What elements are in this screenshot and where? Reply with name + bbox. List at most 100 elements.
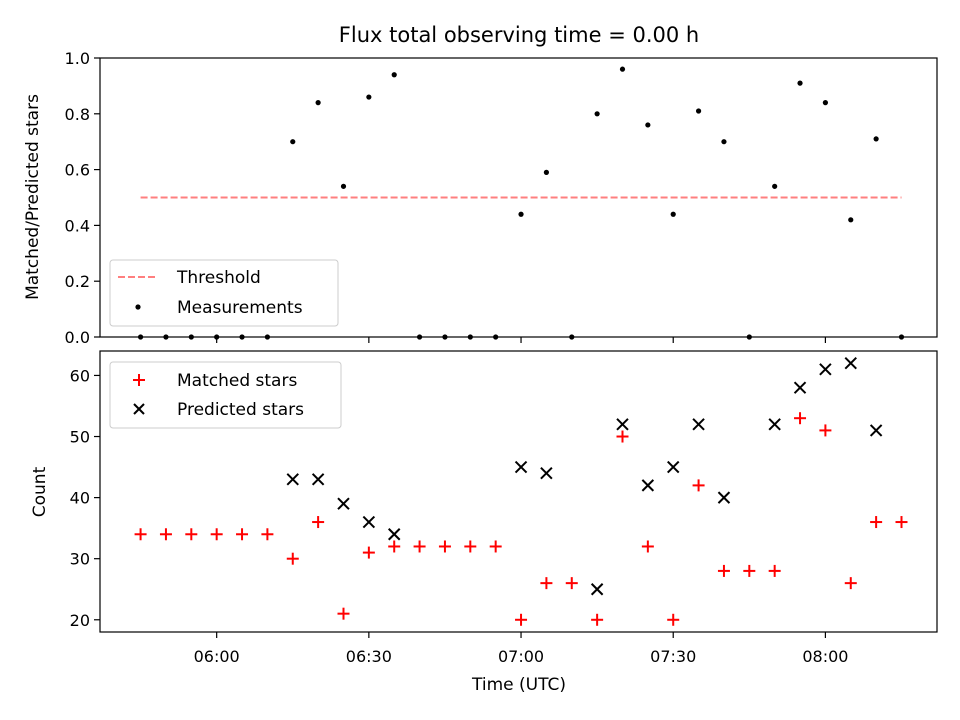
legend-matched-marker	[133, 374, 145, 386]
matched-star-point	[591, 613, 604, 626]
count-y-label: Count	[30, 466, 50, 517]
measurement-point	[366, 94, 372, 100]
matched-star-point	[692, 479, 705, 492]
measurement-point	[721, 139, 727, 145]
predicted-star-point	[869, 424, 883, 437]
matched-star-point	[870, 516, 883, 529]
matched-star-point	[236, 528, 249, 541]
measurement-point	[290, 139, 296, 145]
predicted-star-point	[337, 497, 350, 510]
count-x-tick-label: 07:30	[650, 647, 696, 666]
measurement-point	[340, 183, 347, 189]
count-x-tick-label: 06:00	[194, 647, 240, 666]
measurement-point	[543, 169, 550, 175]
ratio-y-tick-label: 0.4	[65, 216, 90, 235]
ratio-y-tick-label: 1.0	[65, 49, 90, 68]
predicted-star-point	[514, 460, 528, 474]
measurement-point	[214, 334, 220, 340]
count-y-tick-label: 50	[70, 428, 90, 447]
measurement-point	[670, 211, 676, 217]
measurement-point	[467, 334, 473, 340]
count-y-tick-label: 60	[70, 366, 90, 385]
measurement-point	[137, 334, 144, 340]
count-legend: Matched stars Predicted stars	[109, 361, 342, 429]
measurement-point	[163, 334, 169, 340]
measurement-point	[594, 111, 600, 117]
measurement-point	[746, 334, 752, 340]
measurement-point	[239, 334, 245, 340]
ratio-legend-box	[109, 259, 339, 327]
measurement-point	[518, 211, 524, 217]
matched-star-point	[489, 540, 502, 553]
legend-measurements-marker	[135, 304, 141, 310]
measurement-point	[493, 334, 499, 340]
chart-title: Flux total observing time = 0.00 h	[339, 23, 699, 47]
measurement-point	[442, 334, 448, 340]
matched-star-point	[312, 516, 325, 529]
ratio-axes: Matched/Predicted stars 0.0 0.2 0.4 0.6 0.8 1…	[23, 49, 938, 347]
measurement-point	[569, 334, 575, 340]
measurement-point	[822, 100, 829, 106]
matched-star-point	[819, 424, 832, 437]
matched-star-point	[261, 528, 274, 541]
matched-star-point	[717, 564, 730, 577]
predicted-star-point	[590, 583, 604, 596]
count-y-tick-label: 40	[70, 489, 90, 508]
matched-star-point	[413, 540, 426, 553]
matched-star-point	[743, 564, 756, 577]
predicted-star-point	[667, 460, 680, 474]
measurement-point	[772, 183, 778, 189]
count-axes: Count Time (UTC) 20 30 40 50 60 06:00 06:30 07…	[30, 350, 938, 695]
count-x-tick-label: 08:00	[802, 647, 848, 666]
count-x-tick-label: 07:00	[498, 647, 544, 666]
matched-star-point	[362, 546, 375, 559]
ratio-marks	[137, 66, 905, 340]
matched-star-point	[438, 540, 451, 553]
count-marks	[134, 357, 908, 626]
measurement-point	[645, 122, 651, 128]
ratio-y-label: Matched/Predicted stars	[23, 94, 43, 300]
measurement-point	[188, 334, 194, 340]
matched-star-point	[185, 528, 198, 541]
matched-star-point	[667, 613, 680, 626]
count-y-tick-label: 30	[70, 550, 90, 569]
matched-star-point	[768, 564, 781, 577]
legend-predicted-marker	[133, 403, 145, 415]
ratio-legend: Threshold Measurements	[109, 259, 339, 327]
matched-star-point	[337, 607, 350, 620]
matched-star-point	[210, 528, 223, 541]
predicted-star-point	[540, 466, 553, 480]
matched-star-point	[464, 540, 477, 553]
ratio-y-tick-label: 0.6	[65, 161, 90, 180]
predicted-star-point	[362, 515, 376, 529]
predicted-star-point	[388, 528, 401, 541]
measurement-point	[315, 100, 321, 106]
measurement-point	[416, 334, 423, 340]
count-legend-box	[109, 361, 342, 429]
ratio-x-ticks	[216, 337, 827, 343]
measurement-point	[797, 80, 803, 86]
count-x-ticks: 06:00 06:30 07:00 07:30 08:00	[194, 632, 848, 666]
matched-star-point	[134, 528, 147, 541]
predicted-star-point	[286, 473, 299, 486]
legend-threshold-label: Threshold	[176, 268, 261, 288]
measurement-point	[873, 136, 879, 142]
matched-star-point	[286, 552, 299, 565]
measurement-point	[898, 334, 905, 340]
count-axes-frame	[99, 350, 938, 633]
legend-matched-label: Matched stars	[177, 371, 297, 391]
measurement-point	[619, 66, 626, 72]
predicted-star-point	[844, 357, 857, 370]
count-x-tick-label: 06:30	[346, 647, 392, 666]
matched-star-point	[895, 516, 908, 529]
matched-star-point	[515, 613, 528, 626]
predicted-star-point	[793, 381, 807, 394]
matched-star-point	[844, 577, 857, 590]
legend-measurements-label: Measurements	[177, 298, 303, 318]
predicted-star-point	[311, 473, 325, 486]
matched-star-point	[565, 577, 578, 590]
matched-star-point	[641, 540, 654, 553]
measurement-point	[848, 217, 854, 223]
